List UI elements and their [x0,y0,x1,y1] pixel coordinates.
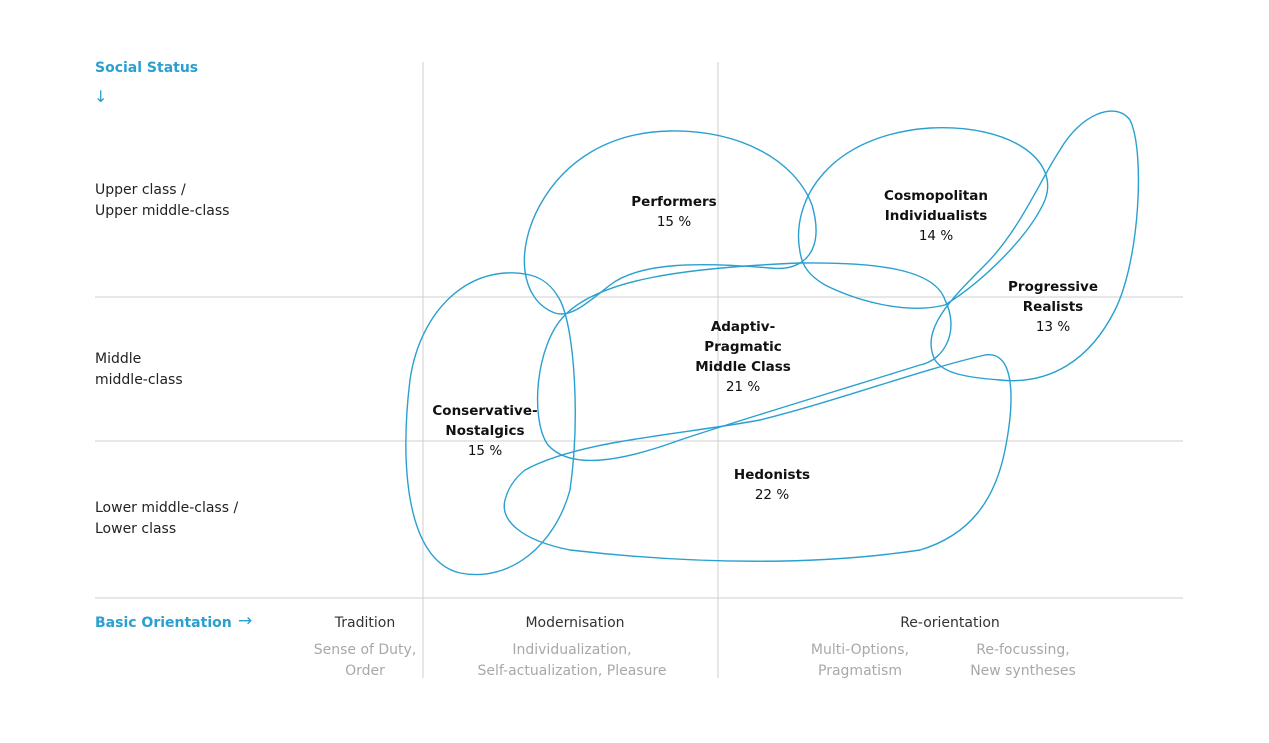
column-sub-line: New syntheses [970,663,1076,679]
outline-progressive [930,110,1140,382]
grid-lines [95,62,1183,678]
milieu-name: Cosmopolitan Individualists [884,188,988,224]
row-label-line: Lower middle-class / [95,500,239,516]
right-arrow-icon: → [238,611,253,631]
row-label-middle: Middle middle-class [95,349,183,391]
row-label-line: Upper class / [95,182,186,198]
milieu-progressive-realists: Progressive Realists 13 % [993,277,1113,337]
column-sub-modernisation: Individualization, Self-actualization, P… [462,640,682,682]
x-axis-title: Basic Orientation [95,615,232,631]
column-sub-line: Sense of Duty, [313,642,417,658]
row-label-upper: Upper class / Upper middle-class [95,180,229,222]
milieu-share: 15 % [656,214,692,230]
row-label-line: Upper middle-class [95,203,230,219]
milieu-outlines [405,110,1140,576]
column-sub-line: Self-actualization, Pleasure [477,663,667,679]
row-label-line: middle-class [95,372,183,388]
milieu-share: 15 % [467,443,503,459]
column-sub-multi-options: Multi-Options, Pragmatism [795,640,925,682]
milieu-share: 13 % [1035,319,1071,335]
y-axis-title: Social Status [95,60,199,76]
down-arrow-icon: ↓ [94,87,108,106]
milieu-share: 14 % [918,228,954,244]
outline-cosmopolitan [797,127,1049,309]
milieu-share: 21 % [725,379,761,395]
column-sub-line: Order [345,663,385,679]
milieu-name: Progressive Realists [1008,279,1098,315]
milieu-hedonists: Hedonists 22 % [712,465,832,505]
milieu-share: 22 % [754,487,790,503]
column-title-modernisation: Modernisation [525,615,625,631]
milieu-cosmopolitan-individualists: Cosmopolitan Individualists 14 % [866,186,1006,246]
outline-hedonists [503,354,1012,562]
column-title-reorientation: Re-orientation [900,615,1000,631]
milieu-name: Adaptiv- Pragmatic Middle Class [695,319,791,375]
column-sub-line: Individualization, [512,642,632,658]
column-title-tradition: Tradition [334,615,396,631]
outline-adaptive [536,262,952,462]
milieu-name: Conservative- Nostalgics [432,403,538,439]
row-label-line: Lower class [95,521,177,537]
milieu-adaptive-pragmatic: Adaptiv- Pragmatic Middle Class 21 % [683,317,803,397]
milieu-performers: Performers 15 % [614,192,734,232]
milieu-name: Hedonists [733,467,811,483]
row-label-lower: Lower middle-class / Lower class [95,498,238,540]
milieu-conservative-nostalgics: Conservative- Nostalgics 15 % [425,401,545,461]
outline-conservative [405,272,576,576]
column-sub-refocussing: Re-focussing, New syntheses [958,640,1088,682]
milieu-name: Performers [631,194,717,210]
column-sub-line: Re-focussing, [976,642,1070,658]
column-sub-line: Multi-Options, [810,642,910,658]
column-sub-tradition: Sense of Duty, Order [300,640,430,682]
outline-performers [523,130,817,315]
column-sub-line: Pragmatism [818,663,902,679]
row-label-line: Middle [95,351,142,367]
